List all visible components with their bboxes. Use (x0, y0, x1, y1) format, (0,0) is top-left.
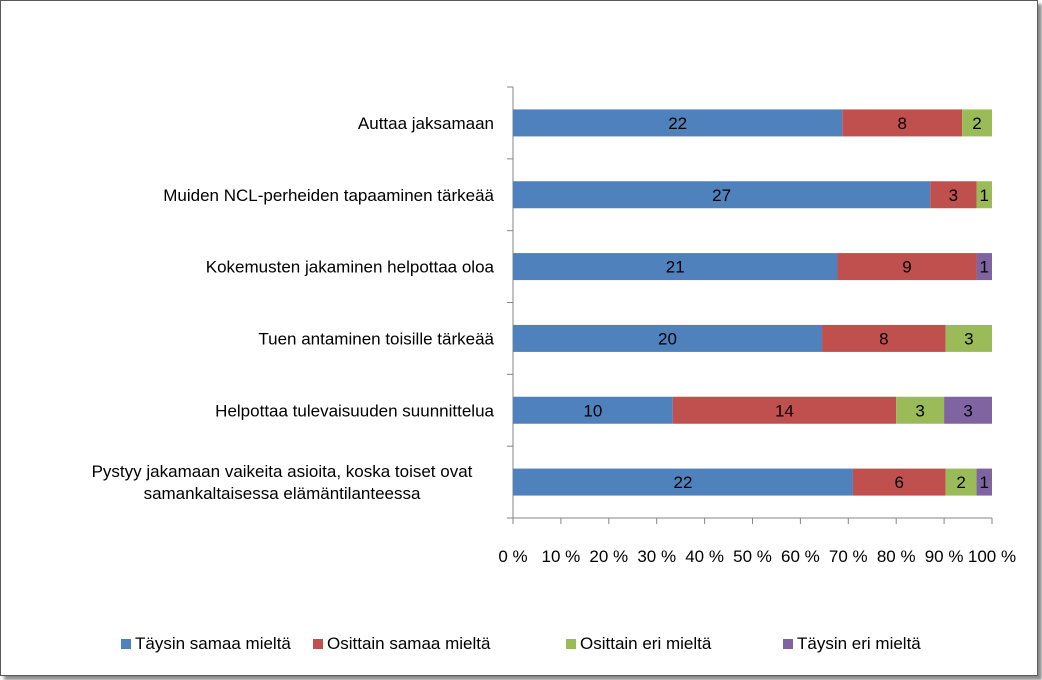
data-label: 1 (980, 473, 989, 492)
data-label: 3 (915, 401, 924, 420)
bar-segment (513, 109, 843, 137)
category-label-line: Auttaa jaksamaan (358, 114, 494, 133)
data-label: 2 (972, 114, 981, 133)
x-tick-label: 100 % (968, 547, 1016, 566)
legend-swatch (313, 639, 323, 649)
category-label-line: Kokemusten jakaminen helpottaa oloa (206, 258, 495, 277)
data-label: 14 (775, 401, 794, 420)
bar-segment (976, 253, 992, 281)
category-label: Pystyy jakamaan vaikeita asioita, koska … (92, 462, 473, 503)
data-label: 27 (712, 186, 731, 205)
bar-segment (976, 181, 992, 209)
bar-segment (842, 109, 963, 137)
data-label: 10 (583, 401, 602, 420)
bar-segment (962, 109, 992, 137)
x-tick-label: 30 % (637, 547, 676, 566)
data-label: 3 (963, 401, 972, 420)
x-tick-label: 80 % (877, 547, 916, 566)
category-label: Auttaa jaksamaan (358, 114, 494, 133)
bar-segment (513, 181, 931, 209)
bar-segment (513, 468, 853, 496)
legend-label: Täysin samaa mieltä (135, 634, 291, 653)
data-label: 6 (895, 473, 904, 492)
category-label: Muiden NCL-perheiden tapaaminen tärkeää (163, 186, 494, 205)
x-tick-label: 20 % (589, 547, 628, 566)
x-tick-label: 60 % (781, 547, 820, 566)
bar-segment (896, 396, 945, 424)
legend-swatch (783, 639, 793, 649)
bar-segment (945, 324, 992, 352)
x-tick-label: 0 % (498, 547, 527, 566)
data-label: 3 (949, 186, 958, 205)
x-tick-label: 70 % (829, 547, 868, 566)
bar-segment (837, 253, 977, 281)
bar-segment (513, 324, 823, 352)
data-label: 9 (902, 258, 911, 277)
category-label: Helpottaa tulevaisuuden suunnittelua (215, 401, 494, 420)
data-label: 1 (980, 186, 989, 205)
data-label: 1 (980, 258, 989, 277)
bar-segment (672, 396, 897, 424)
data-label: 8 (879, 329, 888, 348)
bar-segment (513, 396, 673, 424)
bar-segment (944, 396, 992, 424)
category-label-line: Pystyy jakamaan vaikeita asioita, koska … (92, 462, 473, 481)
x-tick-label: 50 % (733, 547, 772, 566)
legend-label: Osittain samaa mieltä (327, 634, 491, 653)
x-tick-label: 90 % (925, 547, 964, 566)
data-label: 22 (674, 473, 693, 492)
legend-label: Täysin eri mieltä (797, 634, 921, 653)
legend-swatch (566, 639, 576, 649)
category-label-line: Helpottaa tulevaisuuden suunnittelua (215, 401, 494, 420)
data-label: 8 (897, 114, 906, 133)
bar-segment (513, 253, 838, 281)
data-label: 2 (956, 473, 965, 492)
legend-swatch (121, 639, 131, 649)
category-label-line: Tuen antaminen toisille tärkeää (258, 329, 494, 348)
data-label: 3 (964, 329, 973, 348)
data-label: 20 (658, 329, 677, 348)
bar-segment (930, 181, 977, 209)
category-label: Tuen antaminen toisille tärkeää (258, 329, 494, 348)
bar-segment (976, 468, 992, 496)
x-tick-label: 10 % (542, 547, 581, 566)
category-label: Kokemusten jakaminen helpottaa oloa (206, 258, 495, 277)
x-tick-label: 40 % (685, 547, 724, 566)
category-label-line: samankaltaisessa elämäntilanteessa (144, 484, 421, 503)
data-label: 21 (666, 258, 685, 277)
category-label-line: Muiden NCL-perheiden tapaaminen tärkeää (163, 186, 494, 205)
data-label: 22 (668, 114, 687, 133)
bar-segment (945, 468, 977, 496)
bar-segment (852, 468, 946, 496)
bar-segment (822, 324, 946, 352)
legend-label: Osittain eri mieltä (580, 634, 712, 653)
